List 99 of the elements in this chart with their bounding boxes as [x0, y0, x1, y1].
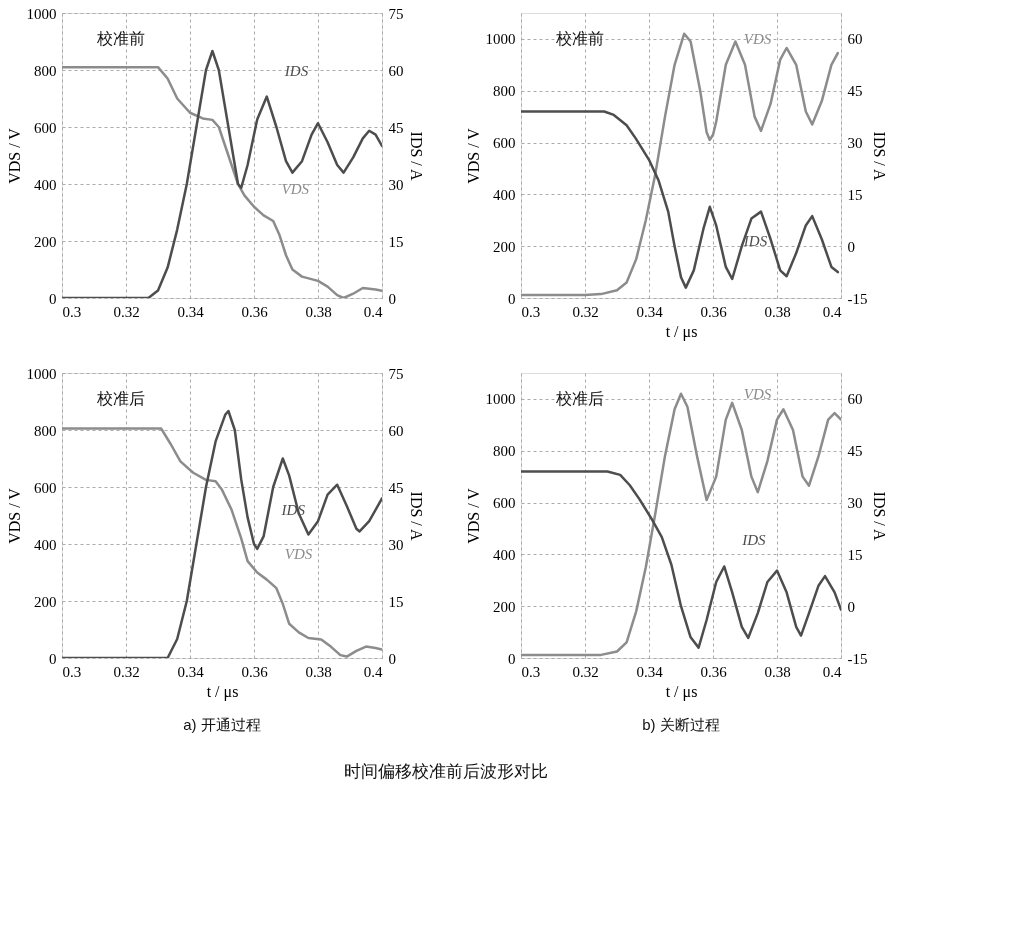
- y-tick-label: 600: [34, 119, 57, 136]
- y-tick-label: 800: [493, 83, 516, 100]
- x-tick-label: 0.34: [177, 303, 205, 320]
- y2-tick-label: 0: [847, 238, 855, 255]
- x-tick-label: 0.4: [822, 303, 842, 320]
- y2-tick-label: 30: [388, 176, 404, 193]
- y2-tick-label: 0: [847, 598, 855, 615]
- y2-tick-label: 75: [388, 365, 404, 382]
- y2-axis-title: IDS / A: [407, 131, 425, 181]
- y2-axis-title: IDS / A: [871, 491, 889, 541]
- y-tick-label: 1000: [485, 31, 516, 48]
- y2-tick-label: 45: [388, 119, 404, 136]
- y2-tick-label: 0: [388, 290, 396, 307]
- y-tick-label: 400: [34, 536, 57, 553]
- x-axis-title: t / μs: [665, 322, 698, 341]
- line-series: [521, 110, 840, 289]
- y2-tick-label: 45: [388, 479, 404, 496]
- x-tick-label: 0.32: [572, 303, 599, 320]
- y-tick-label: 1000: [485, 391, 516, 408]
- x-tick-label: 0.36: [241, 303, 269, 320]
- y-axis-title: VDS / V: [5, 127, 23, 184]
- x-tick-label: 0.36: [241, 663, 269, 680]
- y2-tick-label: 45: [847, 83, 863, 100]
- y2-tick-label: -15: [847, 290, 868, 307]
- x-axis-title: t / μs: [206, 682, 239, 701]
- y-tick-label: 200: [493, 238, 516, 255]
- text: a) 开通过程: [183, 716, 261, 733]
- y-tick-label: 0: [49, 650, 57, 667]
- x-tick-label: 0.3: [521, 663, 541, 680]
- text: b) 关断过程: [642, 716, 720, 733]
- x-tick-label: 0.4: [822, 663, 842, 680]
- x-tick-label: 0.38: [764, 663, 791, 680]
- x-tick-label: 0.36: [700, 303, 728, 320]
- y2-tick-label: 60: [847, 391, 863, 408]
- y-tick-label: 600: [493, 495, 516, 512]
- x-tick-label: 0.34: [636, 663, 664, 680]
- y-tick-label: 200: [34, 593, 57, 610]
- y2-tick-label: 30: [847, 495, 863, 512]
- y-tick-label: 400: [493, 186, 516, 203]
- annotation: 校准前: [555, 30, 604, 47]
- y2-tick-label: 0: [388, 650, 396, 667]
- y-tick-label: 200: [493, 598, 516, 615]
- x-tick-label: 0.32: [113, 663, 140, 680]
- y2-tick-label: 15: [847, 546, 863, 563]
- y-tick-label: 0: [508, 290, 516, 307]
- annotation: 校准后: [555, 390, 604, 407]
- y-axis-title: VDS / V: [5, 487, 23, 544]
- annotation: 校准后: [96, 390, 145, 407]
- x-tick-label: 0.4: [363, 303, 383, 320]
- y2-tick-label: -15: [847, 650, 868, 667]
- x-tick-label: 0.36: [700, 663, 728, 680]
- x-tick-label: 0.38: [305, 303, 332, 320]
- y-axis-title: VDS / V: [464, 127, 482, 184]
- y2-tick-label: 15: [847, 186, 863, 203]
- y2-tick-label: 75: [388, 5, 404, 22]
- x-tick-label: 0.34: [636, 303, 664, 320]
- series-label: IDS: [742, 232, 768, 249]
- y2-tick-label: 60: [388, 62, 404, 79]
- y-tick-label: 800: [34, 422, 57, 439]
- y-tick-label: 400: [34, 176, 57, 193]
- y-tick-label: 800: [493, 443, 516, 460]
- y2-tick-label: 15: [388, 593, 404, 610]
- x-tick-label: 0.32: [572, 663, 599, 680]
- y-tick-label: 600: [34, 479, 57, 496]
- y2-tick-label: 30: [847, 135, 863, 152]
- line-series: [521, 470, 841, 649]
- y-tick-label: 200: [34, 233, 57, 250]
- y2-tick-label: 30: [388, 536, 404, 553]
- y2-axis-title: IDS / A: [407, 491, 425, 541]
- y2-axis-title: IDS / A: [871, 131, 889, 181]
- series-label: IDS: [741, 532, 767, 549]
- y-tick-label: 0: [508, 650, 516, 667]
- x-tick-label: 0.3: [62, 303, 82, 320]
- series-label: VDS: [281, 181, 310, 198]
- series-label: VDS: [743, 30, 772, 47]
- y-tick-label: 400: [493, 546, 516, 563]
- y2-tick-label: 45: [847, 443, 863, 460]
- x-tick-label: 0.32: [113, 303, 140, 320]
- text: 时间偏移校准前后波形对比: [344, 761, 549, 781]
- y-tick-label: 1000: [26, 365, 57, 382]
- y-tick-label: 0: [49, 290, 57, 307]
- annotation: 校准前: [96, 30, 145, 47]
- y2-tick-label: 60: [388, 422, 404, 439]
- x-tick-label: 0.34: [177, 663, 205, 680]
- x-tick-label: 0.38: [764, 303, 791, 320]
- x-tick-label: 0.38: [305, 663, 332, 680]
- series-label: VDS: [284, 545, 313, 562]
- x-tick-label: 0.4: [363, 663, 383, 680]
- y2-tick-label: 60: [847, 31, 863, 48]
- y-tick-label: 800: [34, 62, 57, 79]
- y-tick-label: 600: [493, 135, 516, 152]
- y-axis-title: VDS / V: [464, 487, 482, 544]
- y-tick-label: 1000: [26, 5, 57, 22]
- x-tick-label: 0.3: [62, 663, 82, 680]
- series-label: IDS: [283, 62, 309, 79]
- x-tick-label: 0.3: [521, 303, 541, 320]
- series-label: VDS: [743, 385, 772, 402]
- x-axis-title: t / μs: [665, 682, 698, 701]
- y2-tick-label: 15: [388, 233, 404, 250]
